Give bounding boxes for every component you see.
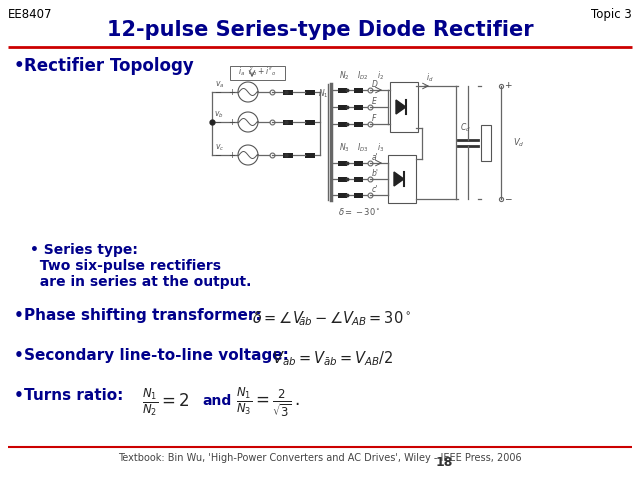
Text: $N_2$: $N_2$ [339,69,349,82]
Text: −: − [504,194,511,204]
Text: Two six-pulse rectifiers: Two six-pulse rectifiers [30,259,221,273]
Bar [305,153,315,157]
Text: Secondary line-to-line voltage:: Secondary line-to-line voltage: [24,348,289,363]
Text: •: • [14,348,24,363]
Text: +: + [504,82,511,91]
Text: +: + [228,118,235,127]
Bar [305,89,315,95]
Text: b': b' [372,169,379,178]
Text: Turns ratio:: Turns ratio: [24,388,124,403]
Text: $\delta = \angle V_{\!\!\bar{a}b} - \angle V_{\!AB} = 30^\circ$: $\delta = \angle V_{\!\!\bar{a}b} - \ang… [252,309,412,328]
Polygon shape [394,172,404,186]
Text: Textbook: Bin Wu, 'High-Power Converters and AC Drives', Wiley - IEEE Press, 200: Textbook: Bin Wu, 'High-Power Converters… [118,453,522,463]
Text: −: − [214,151,221,160]
Text: 12-pulse Series-type Diode Rectifier: 12-pulse Series-type Diode Rectifier [107,20,533,40]
Text: $V_{ab} = V_{\bar{a}b} = V_{AB}/2$: $V_{ab} = V_{\bar{a}b} = V_{AB}/2$ [272,349,393,368]
Text: Rectifier Topology: Rectifier Topology [24,57,194,75]
Text: $V_d$: $V_d$ [513,136,524,149]
Text: Phase shifting transformer:: Phase shifting transformer: [24,308,262,323]
Bar [283,89,293,95]
Bar [305,120,315,124]
Text: $I_{D3}$: $I_{D3}$ [357,142,369,155]
Text: −: − [214,88,221,97]
Text: $I_{D2}$: $I_{D2}$ [357,69,368,82]
Bar [230,66,285,80]
Bar [481,124,491,160]
Text: Topic 3: Topic 3 [591,8,632,21]
Bar [388,155,416,203]
Text: $v_c$: $v_c$ [214,143,224,153]
Text: $\frac{N_1}{N_3} = \frac{2}{\sqrt{3}}\,.$: $\frac{N_1}{N_3} = \frac{2}{\sqrt{3}}\,.… [236,386,300,420]
Bar [353,160,362,166]
Bar [337,177,346,181]
Text: $i_2$: $i_2$ [377,69,384,82]
Text: F: F [372,114,376,123]
Text: $v_b$: $v_b$ [214,109,224,120]
Polygon shape [396,100,406,114]
Text: E: E [372,97,377,106]
Bar [390,82,418,132]
Bar [353,177,362,181]
Text: •: • [14,388,24,403]
Bar [283,153,293,157]
Bar [283,120,293,124]
Text: 18: 18 [435,456,452,469]
Bar [337,121,346,127]
Text: and: and [202,394,231,408]
Bar [353,105,362,109]
Bar [337,160,346,166]
Text: are in series at the output.: are in series at the output. [30,275,252,289]
Bar [353,87,362,93]
Text: EE8407: EE8407 [8,8,52,21]
Text: D: D [372,80,378,89]
Text: • Series type:: • Series type: [30,243,138,257]
Text: $i'_o+i''_o$: $i'_o+i''_o$ [248,65,276,77]
Text: •: • [14,57,24,75]
Text: $i_a$: $i_a$ [239,65,246,77]
Text: $v_a$: $v_a$ [214,80,224,90]
Text: +: + [228,151,235,160]
Text: $i_d$: $i_d$ [426,71,433,84]
Text: a': a' [372,153,379,162]
Text: $N_3$: $N_3$ [339,142,349,155]
Text: c': c' [372,185,378,194]
Bar [337,87,346,93]
Bar [337,192,346,197]
Text: $\delta = -30^\circ$: $\delta = -30^\circ$ [338,206,380,217]
Text: •: • [14,308,24,323]
Bar [353,192,362,197]
Text: $\frac{N_1}{N_2} = 2$: $\frac{N_1}{N_2} = 2$ [142,386,189,418]
Text: $C_d$: $C_d$ [460,121,471,134]
Bar [337,105,346,109]
Text: $i_3$: $i_3$ [377,142,384,155]
Text: −: − [214,118,221,127]
Text: $N_1$: $N_1$ [318,88,328,100]
Text: +: + [228,88,235,97]
Bar [353,121,362,127]
